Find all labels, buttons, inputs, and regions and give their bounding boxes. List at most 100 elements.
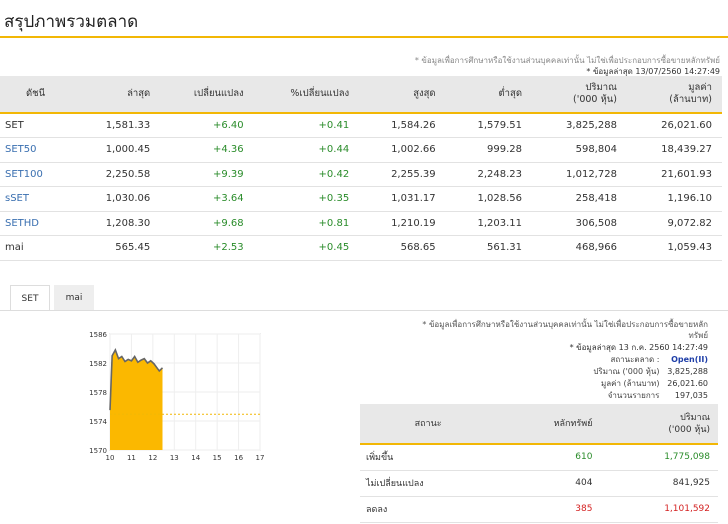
market-tabs: SET mai <box>10 285 94 311</box>
table-row: เพิ่มขึ้น 610 1,775,098 <box>360 444 718 470</box>
breadth-volume: 1,101,592 <box>664 504 710 514</box>
cell-pct: +0.45 <box>318 242 350 254</box>
info-disclaimer-cont: ทรัพย์ <box>688 331 708 340</box>
x-tick-label: 10 <box>106 454 115 462</box>
summary-col-header: ต่ำสุด <box>445 76 532 114</box>
y-tick-label: 1582 <box>89 360 107 368</box>
cell-value: 18,439.27 <box>661 144 712 156</box>
index-name-link[interactable]: sSET <box>5 193 29 205</box>
index-area <box>110 349 163 450</box>
index-name-link[interactable]: SET100 <box>5 168 43 180</box>
x-tick-label: 11 <box>127 454 136 462</box>
table-row: SET 1,581.33 +6.40 +0.41 1,584.26 1,579.51 3,8… <box>0 113 722 138</box>
cell-low: 1,579.51 <box>477 120 522 131</box>
summary-col-header: ดัชนี <box>0 76 74 114</box>
cell-low: 561.31 <box>487 242 522 254</box>
tab-set[interactable]: SET <box>10 285 50 311</box>
cell-pct: +0.41 <box>318 120 350 131</box>
x-tick-label: 14 <box>191 454 200 462</box>
intraday-index-chart: 1570 1574 1578 1582 1586 10 11 12 13 14 15 16 17 <box>89 331 265 462</box>
market-value-value: 26,021.60 <box>667 379 708 388</box>
info-updated: * ข้อมูลล่าสุด 13 ก.ค. 2560 14:27:49 <box>569 343 708 352</box>
summary-col-header: ล่าสุด <box>73 76 161 114</box>
summary-col-header: มูลค่า (ล้านบาท) <box>626 76 722 114</box>
breadth-col-header: หลักทรัพย์ <box>496 404 601 445</box>
cell-last: 2,250.58 <box>105 168 151 180</box>
breadth-col-header: ปริมาณ ('000 หุ้น) <box>600 404 718 445</box>
table-row: SETHD 1,208.30 +9.68 +0.81 1,210.19 1,203.11 3… <box>0 211 722 236</box>
cell-change: +3.64 <box>213 193 244 205</box>
info-disclaimer: * ข้อมูลเพื่อการศึกษาหรือใช้งานส่วนบุคคล… <box>422 320 708 329</box>
cell-pct: +0.42 <box>318 168 350 180</box>
tabs-divider <box>0 310 728 311</box>
disclaimer-note: * ข้อมูลเพื่อการศึกษาหรือใช้งานส่วนบุคคล… <box>414 56 720 65</box>
cell-value: 1,059.43 <box>667 242 712 254</box>
breadth-count: 610 <box>575 452 593 463</box>
cell-pct: +0.44 <box>318 144 350 156</box>
cell-last: 1,208.30 <box>105 217 151 229</box>
cell-change: +4.36 <box>213 144 244 156</box>
cell-value: 26,021.60 <box>661 120 712 131</box>
summary-col-header: %เปลี่ยนแปลง <box>253 76 360 114</box>
cell-high: 2,255.39 <box>391 168 436 180</box>
cell-low: 1,203.11 <box>477 217 522 229</box>
cell-high: 1,210.19 <box>391 217 436 229</box>
x-tick-label: 17 <box>256 454 265 462</box>
breadth-status: เพิ่มขึ้น <box>366 453 394 464</box>
summary-header-row: ดัชนี ล่าสุด เปลี่ยนแปลง %เปลี่ยนแปลง สูงสุด… <box>0 76 722 114</box>
cell-volume: 598,804 <box>575 144 617 156</box>
summary-col-header: สูงสุด <box>359 76 446 114</box>
y-tick-label: 1586 <box>89 331 107 339</box>
cell-volume: 258,418 <box>575 193 617 205</box>
x-tick-label: 15 <box>213 454 222 462</box>
index-summary-table: ดัชนี ล่าสุด เปลี่ยนแปลง %เปลี่ยนแปลง สูงสุด… <box>0 76 722 261</box>
cell-last: 1,581.33 <box>105 120 151 131</box>
market-status-value: Open(II) <box>671 355 708 364</box>
index-name-link[interactable]: SETHD <box>5 217 39 229</box>
table-row: SET50 1,000.45 +4.36 +0.44 1,002.66 999.28 598… <box>0 138 722 162</box>
index-name-link[interactable]: SET50 <box>5 144 37 156</box>
market-trades-value: 197,035 <box>674 391 708 400</box>
market-value-label: มูลค่า (ล้านบาท) <box>600 379 660 388</box>
market-volume-value: 3,825,288 <box>667 367 708 376</box>
table-row: ลดลง 385 1,101,592 <box>360 496 718 522</box>
cell-volume: 468,966 <box>575 242 617 254</box>
x-tick-label: 13 <box>170 454 179 462</box>
breadth-header-row: สถานะ หลักทรัพย์ ปริมาณ ('000 หุ้น) <box>360 404 718 445</box>
breadth-status: ลดลง <box>366 505 388 515</box>
cell-volume: 3,825,288 <box>566 120 617 131</box>
table-row: ไม่เปลี่ยนแปลง 404 841,925 <box>360 470 718 496</box>
cell-high: 568.65 <box>400 242 436 254</box>
breadth-count: 385 <box>575 504 593 514</box>
cell-pct: +0.35 <box>318 193 350 205</box>
cell-low: 2,248.23 <box>477 168 522 180</box>
index-name: SET <box>5 120 24 131</box>
cell-change: +9.68 <box>213 217 244 229</box>
y-tick-label: 1578 <box>89 389 107 397</box>
breadth-count: 404 <box>575 478 593 488</box>
cell-high: 1,584.26 <box>391 120 436 131</box>
cell-high: 1,002.66 <box>391 144 436 156</box>
market-value: มูลค่า (ล้านบาท) 26,021.60 <box>601 377 708 390</box>
tab-mai[interactable]: mai <box>54 285 94 311</box>
breadth-status: ไม่เปลี่ยนแปลง <box>366 479 424 489</box>
table-row: SET100 2,250.58 +9.39 +0.42 2,255.39 2,248.23… <box>0 162 722 187</box>
market-breadth-table: สถานะ หลักทรัพย์ ปริมาณ ('000 หุ้น) เพิ่มขึ… <box>360 404 718 523</box>
cell-change: +6.40 <box>213 120 244 131</box>
cell-change: +9.39 <box>213 168 244 180</box>
y-tick-label: 1574 <box>89 418 107 426</box>
page-title: สรุปภาพรวมตลาด <box>4 12 139 32</box>
market-volume: ปริมาณ ('000 หุ้น) 3,825,288 <box>593 365 708 378</box>
breadth-col-header: สถานะ <box>360 404 497 445</box>
breadth-volume: 841,925 <box>672 478 710 488</box>
y-tick-label: 1570 <box>89 447 107 455</box>
cell-last: 1,030.06 <box>105 193 151 205</box>
cell-value: 9,072.82 <box>667 217 712 229</box>
market-trades: จำนวนรายการ 197,035 <box>608 389 708 402</box>
cell-volume: 306,508 <box>575 217 617 229</box>
market-volume-label: ปริมาณ ('000 หุ้น) <box>593 367 660 376</box>
cell-change: +2.53 <box>213 242 244 254</box>
cell-volume: 1,012,728 <box>566 168 617 180</box>
cell-value: 1,196.10 <box>667 193 712 205</box>
cell-value: 21,601.93 <box>661 168 712 180</box>
